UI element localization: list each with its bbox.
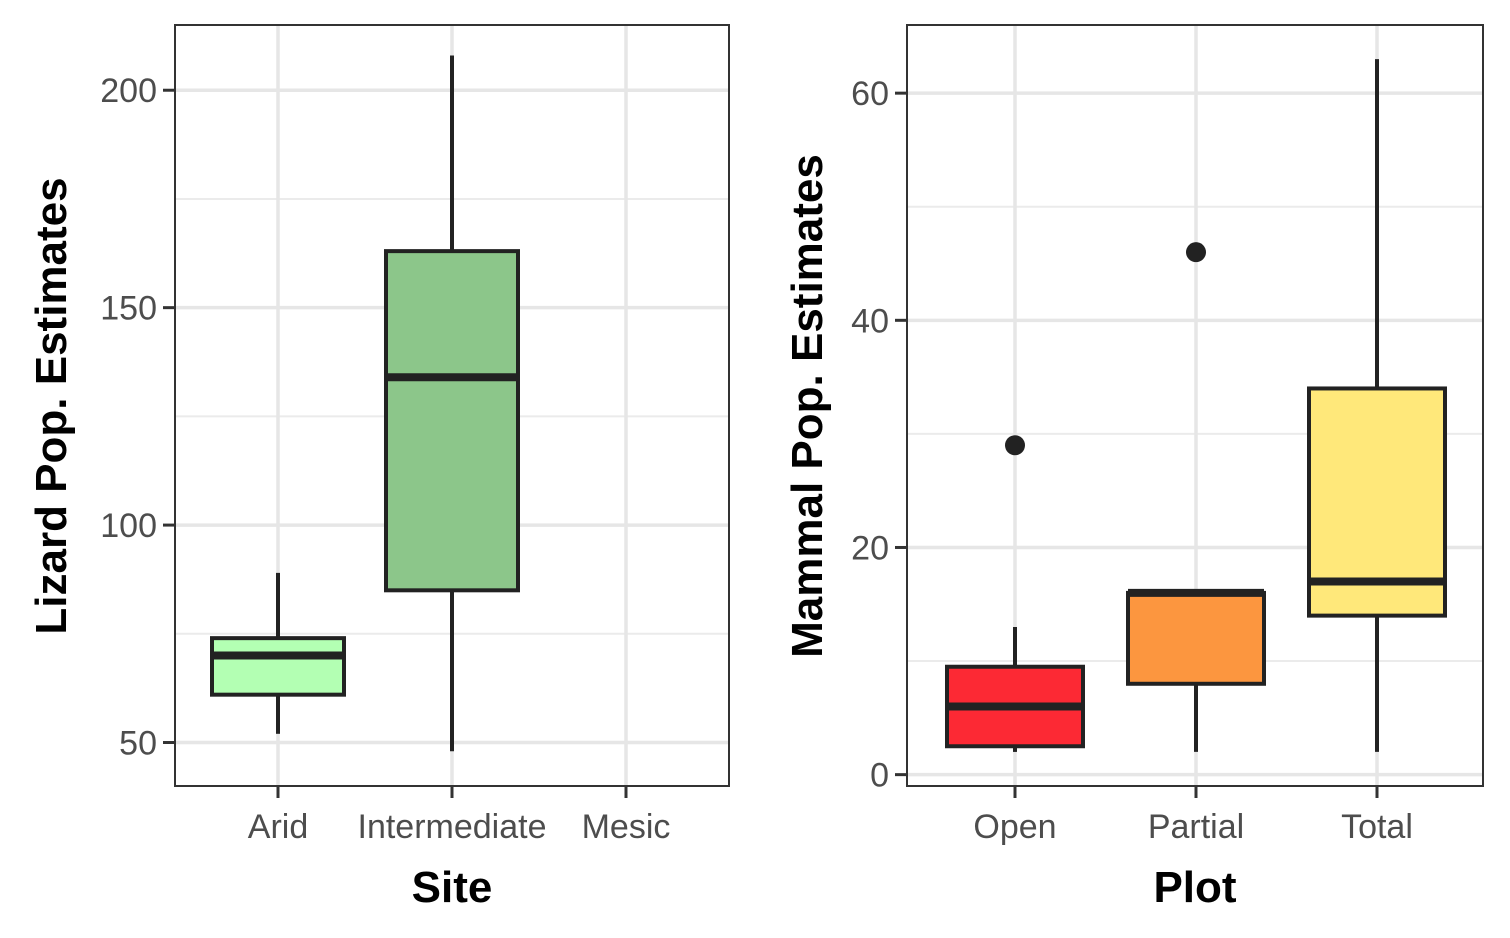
- lizard-y-tick-label: 200: [100, 72, 157, 110]
- lizard-y-tick-label: 150: [100, 290, 157, 328]
- mammal-outlier-partial: [1186, 242, 1206, 263]
- mammal-box-open: [945, 435, 1085, 752]
- mammal-y-tick-label: 20: [851, 529, 889, 567]
- mammal-x-tick-label: Total: [1341, 808, 1413, 846]
- mammal-y-tick-label: 0: [870, 757, 889, 795]
- mammal-y-tick-label: 40: [851, 302, 889, 340]
- mammal-x-tick-label: Partial: [1148, 808, 1244, 846]
- lizard-y-tick-label: 50: [119, 725, 157, 763]
- mammal-x-tick-label: Open: [973, 808, 1056, 846]
- mammal-x-axis-title: Plot: [1153, 863, 1236, 912]
- lizard-x-tick-label: Intermediate: [358, 808, 547, 846]
- mammal-y-tick-label: 60: [851, 75, 889, 113]
- lizard-y-tick-label: 100: [100, 507, 157, 545]
- lizard-iqr-box-intermediate: [384, 249, 520, 593]
- lizard-box-intermediate: [384, 55, 520, 752]
- mammal-iqr-box-partial: [1126, 590, 1266, 686]
- mammal-y-axis-title: Mammal Pop. Estimates: [783, 154, 832, 658]
- mammal-outlier-open: [1005, 435, 1025, 456]
- mammal-panel: 0 20 40 60 Open Partial Total Plot Mammal Pop.…: [783, 24, 1484, 912]
- lizard-x-axis-title: Site: [412, 863, 493, 912]
- lizard-x-tick-label: Mesic: [582, 808, 671, 846]
- lizard-box-arid: [210, 572, 346, 734]
- lizard-x-tick-label: Arid: [248, 808, 308, 846]
- mammal-box-partial: [1126, 242, 1266, 752]
- lizard-y-axis-title: Lizard Pop. Estimates: [27, 177, 76, 634]
- lizard-panel: 50 100 150 200 Arid Intermediate Mesic Site Li…: [27, 24, 730, 912]
- mammal-box-total: [1307, 59, 1447, 752]
- lizard-iqr-box-arid: [210, 636, 346, 697]
